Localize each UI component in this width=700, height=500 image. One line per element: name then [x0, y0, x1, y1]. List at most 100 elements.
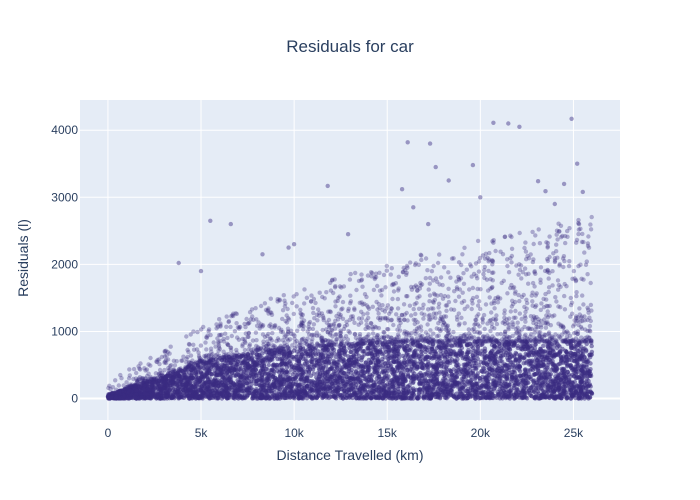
data-point: [204, 380, 209, 385]
data-point: [525, 368, 531, 373]
data-point: [402, 363, 407, 368]
data-points: [105, 116, 595, 401]
data-point: [552, 392, 557, 397]
data-point: [515, 386, 520, 392]
data-point: [380, 356, 385, 362]
data-point: [317, 379, 322, 385]
data-point: [496, 366, 501, 371]
data-point: [526, 353, 532, 358]
data-point: [410, 380, 416, 386]
data-point: [193, 374, 199, 380]
data-point: [453, 359, 458, 364]
data-point: [411, 342, 417, 348]
data-point: [405, 384, 410, 389]
data-point: [487, 396, 492, 401]
data-point: [224, 396, 230, 401]
data-point: [560, 367, 565, 373]
data-point: [377, 374, 382, 379]
data-point: [509, 360, 514, 365]
data-point: [536, 383, 541, 388]
data-point: [441, 380, 446, 385]
data-point: [309, 380, 315, 385]
data-point: [294, 349, 300, 354]
data-point: [287, 390, 293, 395]
data-point: [305, 364, 310, 370]
data-point: [393, 396, 399, 401]
data-point: [311, 371, 317, 376]
data-point: [466, 386, 471, 391]
data-point: [362, 349, 367, 354]
data-point: [400, 353, 406, 359]
data-point: [291, 365, 297, 371]
data-point: [547, 357, 553, 363]
data-point: [507, 371, 512, 376]
data-point: [576, 396, 582, 401]
data-point: [389, 394, 394, 399]
data-point: [531, 348, 536, 353]
data-point: [561, 354, 566, 359]
data-point: [442, 373, 447, 378]
data-point: [326, 377, 331, 382]
data-point: [237, 395, 243, 400]
data-point: [365, 364, 371, 369]
data-point: [362, 370, 367, 375]
data-point: [329, 362, 334, 367]
data-point: [504, 382, 509, 387]
data-point: [247, 385, 253, 390]
data-point: [428, 377, 433, 382]
data-point: [546, 386, 551, 391]
data-point: [491, 381, 496, 386]
data-point: [504, 362, 509, 368]
data-point: [584, 364, 589, 369]
data-point: [360, 354, 365, 359]
data-point: [265, 358, 270, 363]
data-point: [230, 364, 236, 369]
data-point: [313, 352, 319, 357]
data-point: [338, 393, 343, 398]
data-point: [264, 366, 270, 372]
data-point: [557, 361, 562, 367]
data-point: [468, 374, 474, 380]
data-point: [314, 375, 319, 380]
data-point: [418, 379, 423, 384]
data-point: [316, 358, 321, 364]
data-point: [401, 393, 406, 398]
data-point: [317, 390, 322, 395]
data-point: [564, 375, 569, 381]
data-point: [287, 381, 292, 387]
data-point: [231, 357, 237, 363]
data-point: [552, 343, 557, 348]
data-point: [213, 389, 219, 394]
data-point: [573, 340, 579, 345]
data-point: [572, 379, 577, 384]
data-point: [233, 391, 239, 396]
data-point: [423, 346, 428, 352]
data-point: [397, 392, 402, 398]
data-point: [226, 360, 231, 365]
data-point: [190, 385, 195, 390]
data-point: [234, 387, 240, 392]
data-point: [259, 395, 264, 401]
data-point: [521, 386, 526, 391]
data-point: [354, 395, 359, 401]
data-point: [333, 354, 339, 360]
data-point: [324, 358, 330, 363]
data-point: [196, 389, 201, 394]
data-point: [277, 370, 282, 375]
data-point: [584, 341, 589, 347]
data-point: [262, 383, 267, 388]
data-point: [481, 381, 486, 387]
data-point: [539, 348, 544, 353]
data-point: [471, 358, 476, 363]
data-point: [535, 389, 541, 394]
data-point: [207, 376, 212, 381]
data-point: [536, 368, 541, 374]
data-point: [466, 393, 472, 398]
data-point: [555, 388, 561, 393]
data-point: [252, 392, 258, 398]
data-point: [266, 373, 272, 379]
data-point: [208, 382, 213, 387]
data-point: [426, 359, 431, 365]
data-point: [370, 391, 375, 396]
